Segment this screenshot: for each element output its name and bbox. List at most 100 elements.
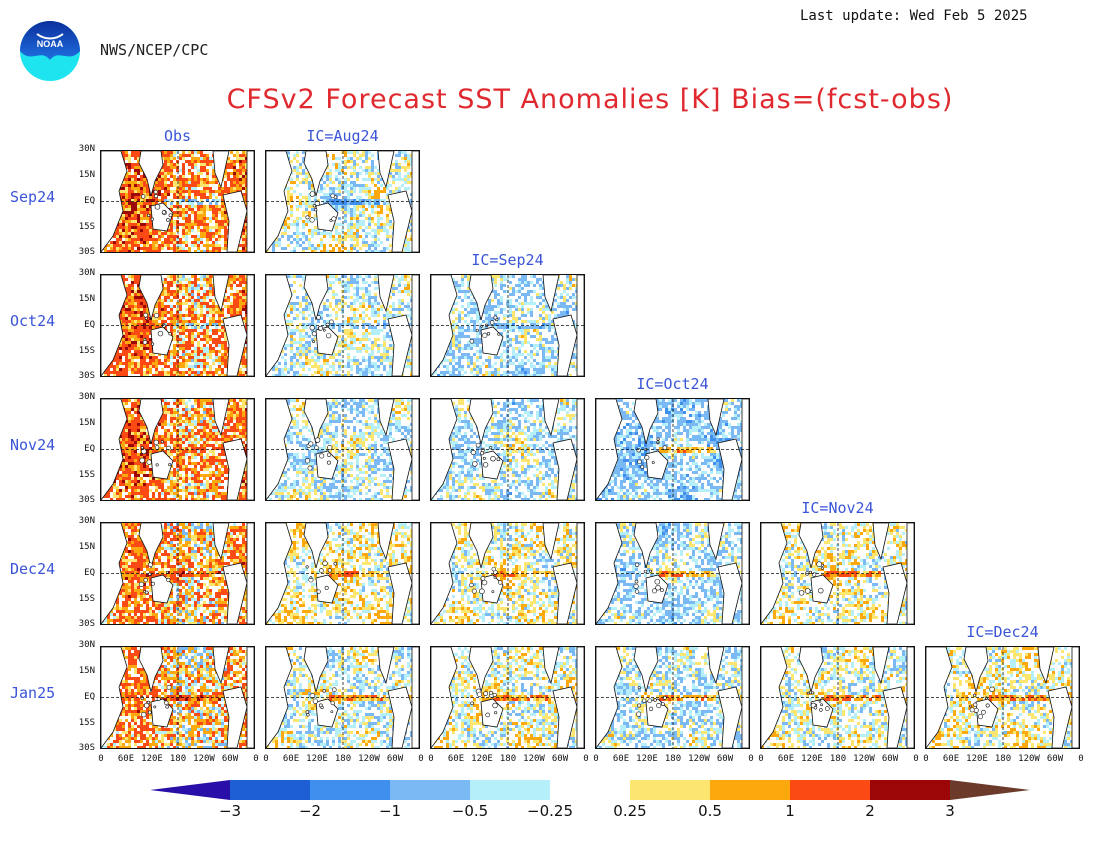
row-label: Nov24 (10, 436, 55, 454)
y-tick-label: EQ (68, 692, 95, 702)
y-tick-label: 30S (68, 371, 95, 381)
x-tick-label: 0 (417, 754, 425, 764)
x-tick-label: 0 (252, 754, 260, 764)
x-tick-label: 60E (609, 754, 633, 764)
map-panel (265, 150, 420, 253)
map-panel (925, 646, 1080, 749)
y-tick-label: EQ (68, 196, 95, 206)
colorbar-swatch (710, 780, 790, 800)
colorbar-label: −3 (200, 802, 260, 820)
x-tick-label: 180 (166, 754, 190, 764)
y-tick-label: 15S (68, 718, 95, 728)
x-tick-label: 60W (383, 754, 407, 764)
last-update: Last update: Wed Feb 5 2025 (800, 8, 1028, 24)
x-tick-label: 0 (582, 754, 590, 764)
x-tick-label: 0 (427, 754, 435, 764)
x-tick-label: 120W (357, 754, 381, 764)
y-tick-label: 15S (68, 594, 95, 604)
colorbar-arrow-low (150, 780, 230, 800)
x-tick-label: 120E (965, 754, 989, 764)
map-panel (760, 522, 915, 625)
map-panel (265, 646, 420, 749)
y-tick-label: 30S (68, 619, 95, 629)
colorbar-swatch (470, 780, 550, 800)
row-label: Sep24 (10, 188, 55, 206)
map-panel (100, 398, 255, 501)
row-label: Jan25 (10, 684, 55, 702)
colorbar-swatch (390, 780, 470, 800)
x-tick-label: 120W (192, 754, 216, 764)
colorbar-label: −0.5 (440, 802, 500, 820)
y-tick-label: 15S (68, 222, 95, 232)
column-label: IC=Sep24 (430, 251, 585, 269)
colorbar-arrow-high (950, 780, 1030, 800)
y-tick-label: 30S (68, 247, 95, 257)
map-panel (100, 646, 255, 749)
x-tick-label: 60W (218, 754, 242, 764)
noaa-logo: NOAA (20, 21, 80, 81)
x-tick-label: 120W (1017, 754, 1041, 764)
y-tick-label: EQ (68, 568, 95, 578)
x-tick-label: 120E (305, 754, 329, 764)
colorbar-label: 0.25 (600, 802, 660, 820)
y-tick-label: 15N (68, 170, 95, 180)
x-tick-label: 0 (747, 754, 755, 764)
y-tick-label: EQ (68, 444, 95, 454)
colorbar-swatch (310, 780, 390, 800)
row-label: Oct24 (10, 312, 55, 330)
map-panel (100, 150, 255, 253)
x-tick-label: 0 (97, 754, 105, 764)
row-label: Dec24 (10, 560, 55, 578)
x-tick-label: 60E (444, 754, 468, 764)
map-panel (430, 646, 585, 749)
y-tick-label: 30N (68, 392, 95, 402)
colorbar-label: −0.25 (520, 802, 580, 820)
column-label: Obs (100, 127, 255, 145)
map-panel (265, 398, 420, 501)
y-tick-label: 15N (68, 542, 95, 552)
x-tick-label: 120E (635, 754, 659, 764)
x-tick-label: 60E (774, 754, 798, 764)
colorbar-swatch (870, 780, 950, 800)
x-tick-label: 180 (496, 754, 520, 764)
colorbar-label: −2 (280, 802, 340, 820)
map-panel (760, 646, 915, 749)
y-tick-label: 30S (68, 743, 95, 753)
map-panel (430, 522, 585, 625)
colorbar-swatch (630, 780, 710, 800)
y-tick-label: 15S (68, 470, 95, 480)
x-tick-label: 120W (687, 754, 711, 764)
column-label: IC=Dec24 (925, 623, 1080, 641)
map-panel (595, 398, 750, 501)
agency-label: NWS/NCEP/CPC (100, 41, 208, 59)
map-panel (430, 398, 585, 501)
map-panel (265, 274, 420, 377)
colorbar-label: 1 (760, 802, 820, 820)
column-label: IC=Nov24 (760, 499, 915, 517)
y-tick-label: 30N (68, 640, 95, 650)
x-tick-label: 60W (713, 754, 737, 764)
svg-text:NOAA: NOAA (37, 39, 64, 49)
x-tick-label: 60E (114, 754, 138, 764)
column-label: IC=Aug24 (265, 127, 420, 145)
colorbar-label: 2 (840, 802, 900, 820)
map-panel (100, 522, 255, 625)
x-tick-label: 120E (140, 754, 164, 764)
y-tick-label: EQ (68, 320, 95, 330)
x-tick-label: 0 (757, 754, 765, 764)
x-tick-label: 0 (922, 754, 930, 764)
x-tick-label: 180 (826, 754, 850, 764)
map-panel (265, 522, 420, 625)
x-tick-label: 60E (939, 754, 963, 764)
column-label: IC=Oct24 (595, 375, 750, 393)
colorbar-label: −1 (360, 802, 420, 820)
colorbar (150, 780, 1030, 800)
chart-title: CFSv2 Forecast SST Anomalies [K] Bias=(f… (0, 84, 1100, 115)
colorbar-swatch (550, 780, 630, 800)
map-panel (430, 274, 585, 377)
x-tick-label: 60W (878, 754, 902, 764)
x-tick-label: 60E (279, 754, 303, 764)
y-tick-label: 15N (68, 418, 95, 428)
colorbar-label: 3 (920, 802, 980, 820)
x-tick-label: 120W (852, 754, 876, 764)
